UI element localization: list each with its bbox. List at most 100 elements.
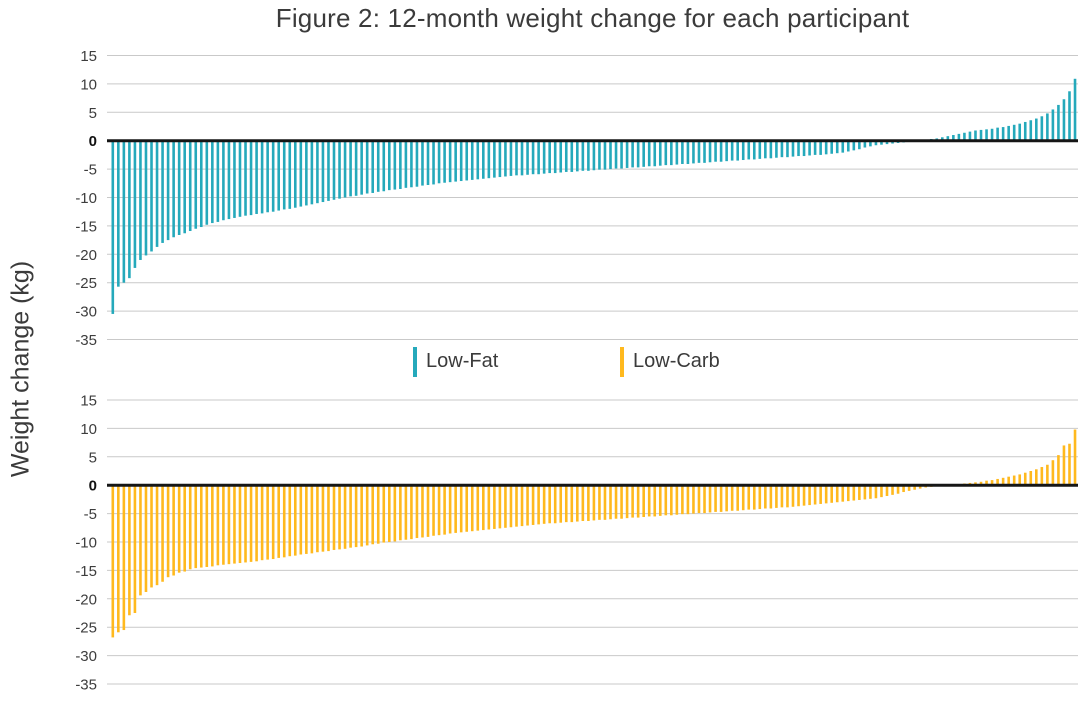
bar	[614, 140, 618, 169]
bar	[863, 140, 867, 148]
bar	[299, 485, 303, 555]
bar	[415, 140, 419, 187]
bar	[1057, 104, 1060, 141]
bar	[1018, 123, 1022, 141]
bar	[299, 140, 303, 207]
bar	[907, 485, 911, 491]
bar	[249, 485, 253, 562]
bar	[918, 485, 922, 489]
bar	[1018, 474, 1022, 486]
bar	[133, 140, 137, 268]
bar	[1046, 464, 1049, 486]
bar	[752, 485, 756, 510]
y-tick-label: -10	[75, 535, 97, 552]
y-tick-label: -20	[75, 591, 97, 608]
bar	[459, 140, 463, 182]
bar	[625, 140, 629, 168]
y-axis-label: Weight change (kg)	[6, 260, 35, 478]
bar	[747, 485, 751, 510]
bar	[531, 140, 535, 175]
bar	[1029, 120, 1033, 141]
y-tick-label: 10	[80, 421, 97, 438]
bar	[819, 485, 822, 504]
bar	[1062, 99, 1066, 141]
bar	[1007, 476, 1010, 486]
bar	[166, 140, 170, 241]
y-tick-label: -30	[75, 648, 97, 665]
bar	[631, 140, 634, 168]
bar	[642, 485, 645, 518]
bar	[117, 485, 120, 633]
bar	[404, 140, 408, 188]
bar	[448, 140, 452, 183]
bar	[714, 485, 717, 512]
bar	[974, 130, 977, 141]
bar	[1012, 124, 1016, 141]
bar	[437, 485, 441, 536]
bar	[863, 485, 867, 500]
bar	[730, 485, 734, 511]
bar	[310, 485, 314, 554]
bar	[150, 140, 153, 252]
bar	[697, 140, 701, 163]
bar	[183, 140, 186, 234]
bar	[548, 485, 551, 524]
bar	[233, 485, 236, 564]
bar	[1007, 125, 1010, 141]
bar	[979, 481, 983, 486]
bar	[316, 485, 319, 553]
bar	[382, 140, 386, 192]
bar	[238, 140, 242, 217]
bar	[692, 140, 695, 164]
bar	[332, 140, 336, 200]
y-tick-label: -20	[75, 247, 97, 264]
bar	[747, 140, 751, 160]
bar	[205, 140, 209, 225]
bar	[758, 140, 762, 159]
bar	[155, 485, 159, 586]
bar	[846, 140, 850, 152]
bar	[161, 485, 164, 582]
bar	[321, 485, 325, 552]
bar	[670, 140, 673, 166]
bar	[482, 140, 485, 179]
bar	[885, 485, 889, 496]
bar	[509, 140, 513, 176]
bar	[509, 485, 513, 528]
bar	[1051, 109, 1055, 141]
bar	[183, 485, 186, 572]
bar	[813, 140, 817, 155]
bar	[725, 140, 728, 162]
bar	[1073, 429, 1077, 486]
bar	[941, 137, 944, 141]
bar	[858, 140, 861, 150]
y-tick-label: 0	[89, 133, 97, 150]
bar	[802, 485, 806, 506]
low-carb-legend-label: Low-Carb	[633, 350, 720, 372]
bar	[526, 485, 529, 526]
bar	[139, 140, 142, 260]
bar	[553, 485, 557, 524]
bar	[504, 140, 507, 177]
bar	[454, 140, 457, 182]
bar	[244, 485, 247, 563]
bar	[609, 485, 612, 520]
bar	[824, 140, 828, 155]
y-tick-label: -30	[75, 304, 97, 321]
bar	[332, 485, 336, 550]
y-tick-label: 10	[80, 76, 97, 93]
bar	[874, 485, 878, 499]
bar	[211, 140, 214, 224]
bar	[752, 140, 756, 160]
bar	[316, 140, 319, 204]
bar	[797, 485, 800, 507]
bar	[305, 485, 308, 554]
low-carb-panel: 15 10 5 0 -5 -10 -15 -20 -25 -30 -35	[75, 393, 1078, 694]
bar	[426, 140, 430, 185]
legend-item-low-carb: Low-Carb	[620, 346, 720, 377]
bar	[841, 485, 845, 502]
bar	[764, 140, 767, 159]
bar	[598, 140, 601, 170]
bar	[819, 140, 822, 155]
bar	[736, 485, 739, 511]
